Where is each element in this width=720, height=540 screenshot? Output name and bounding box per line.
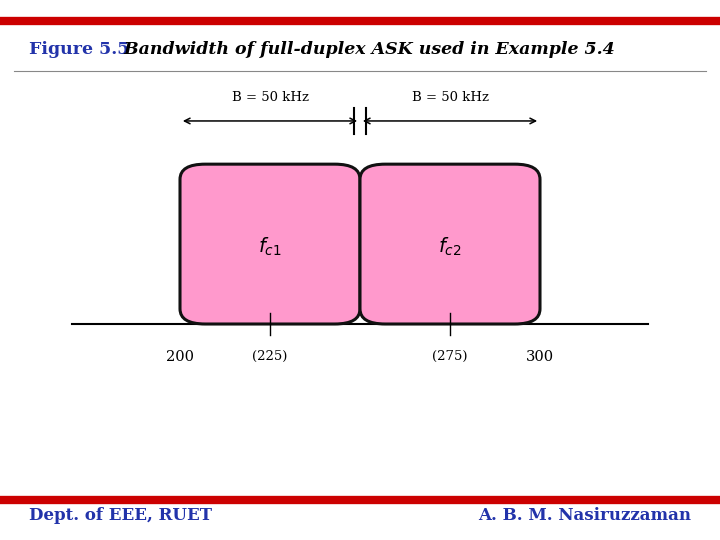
Text: B = 50 kHz: B = 50 kHz [232, 91, 308, 104]
Text: $f_{c2}$: $f_{c2}$ [438, 236, 462, 259]
FancyBboxPatch shape [180, 164, 360, 324]
Text: Figure 5.5: Figure 5.5 [29, 40, 129, 57]
Text: Bandwidth of full-duplex ASK used in Example 5.4: Bandwidth of full-duplex ASK used in Exa… [112, 40, 614, 57]
Text: 300: 300 [526, 350, 554, 364]
Text: $f_{c1}$: $f_{c1}$ [258, 236, 282, 259]
Text: B = 50 kHz: B = 50 kHz [412, 91, 488, 104]
Text: Dept. of EEE, RUET: Dept. of EEE, RUET [29, 507, 212, 523]
Text: (275): (275) [432, 350, 468, 363]
Text: A. B. M. Nasiruzzaman: A. B. M. Nasiruzzaman [478, 507, 691, 523]
Text: (225): (225) [252, 350, 288, 363]
FancyBboxPatch shape [360, 164, 540, 324]
Text: 200: 200 [166, 350, 194, 364]
